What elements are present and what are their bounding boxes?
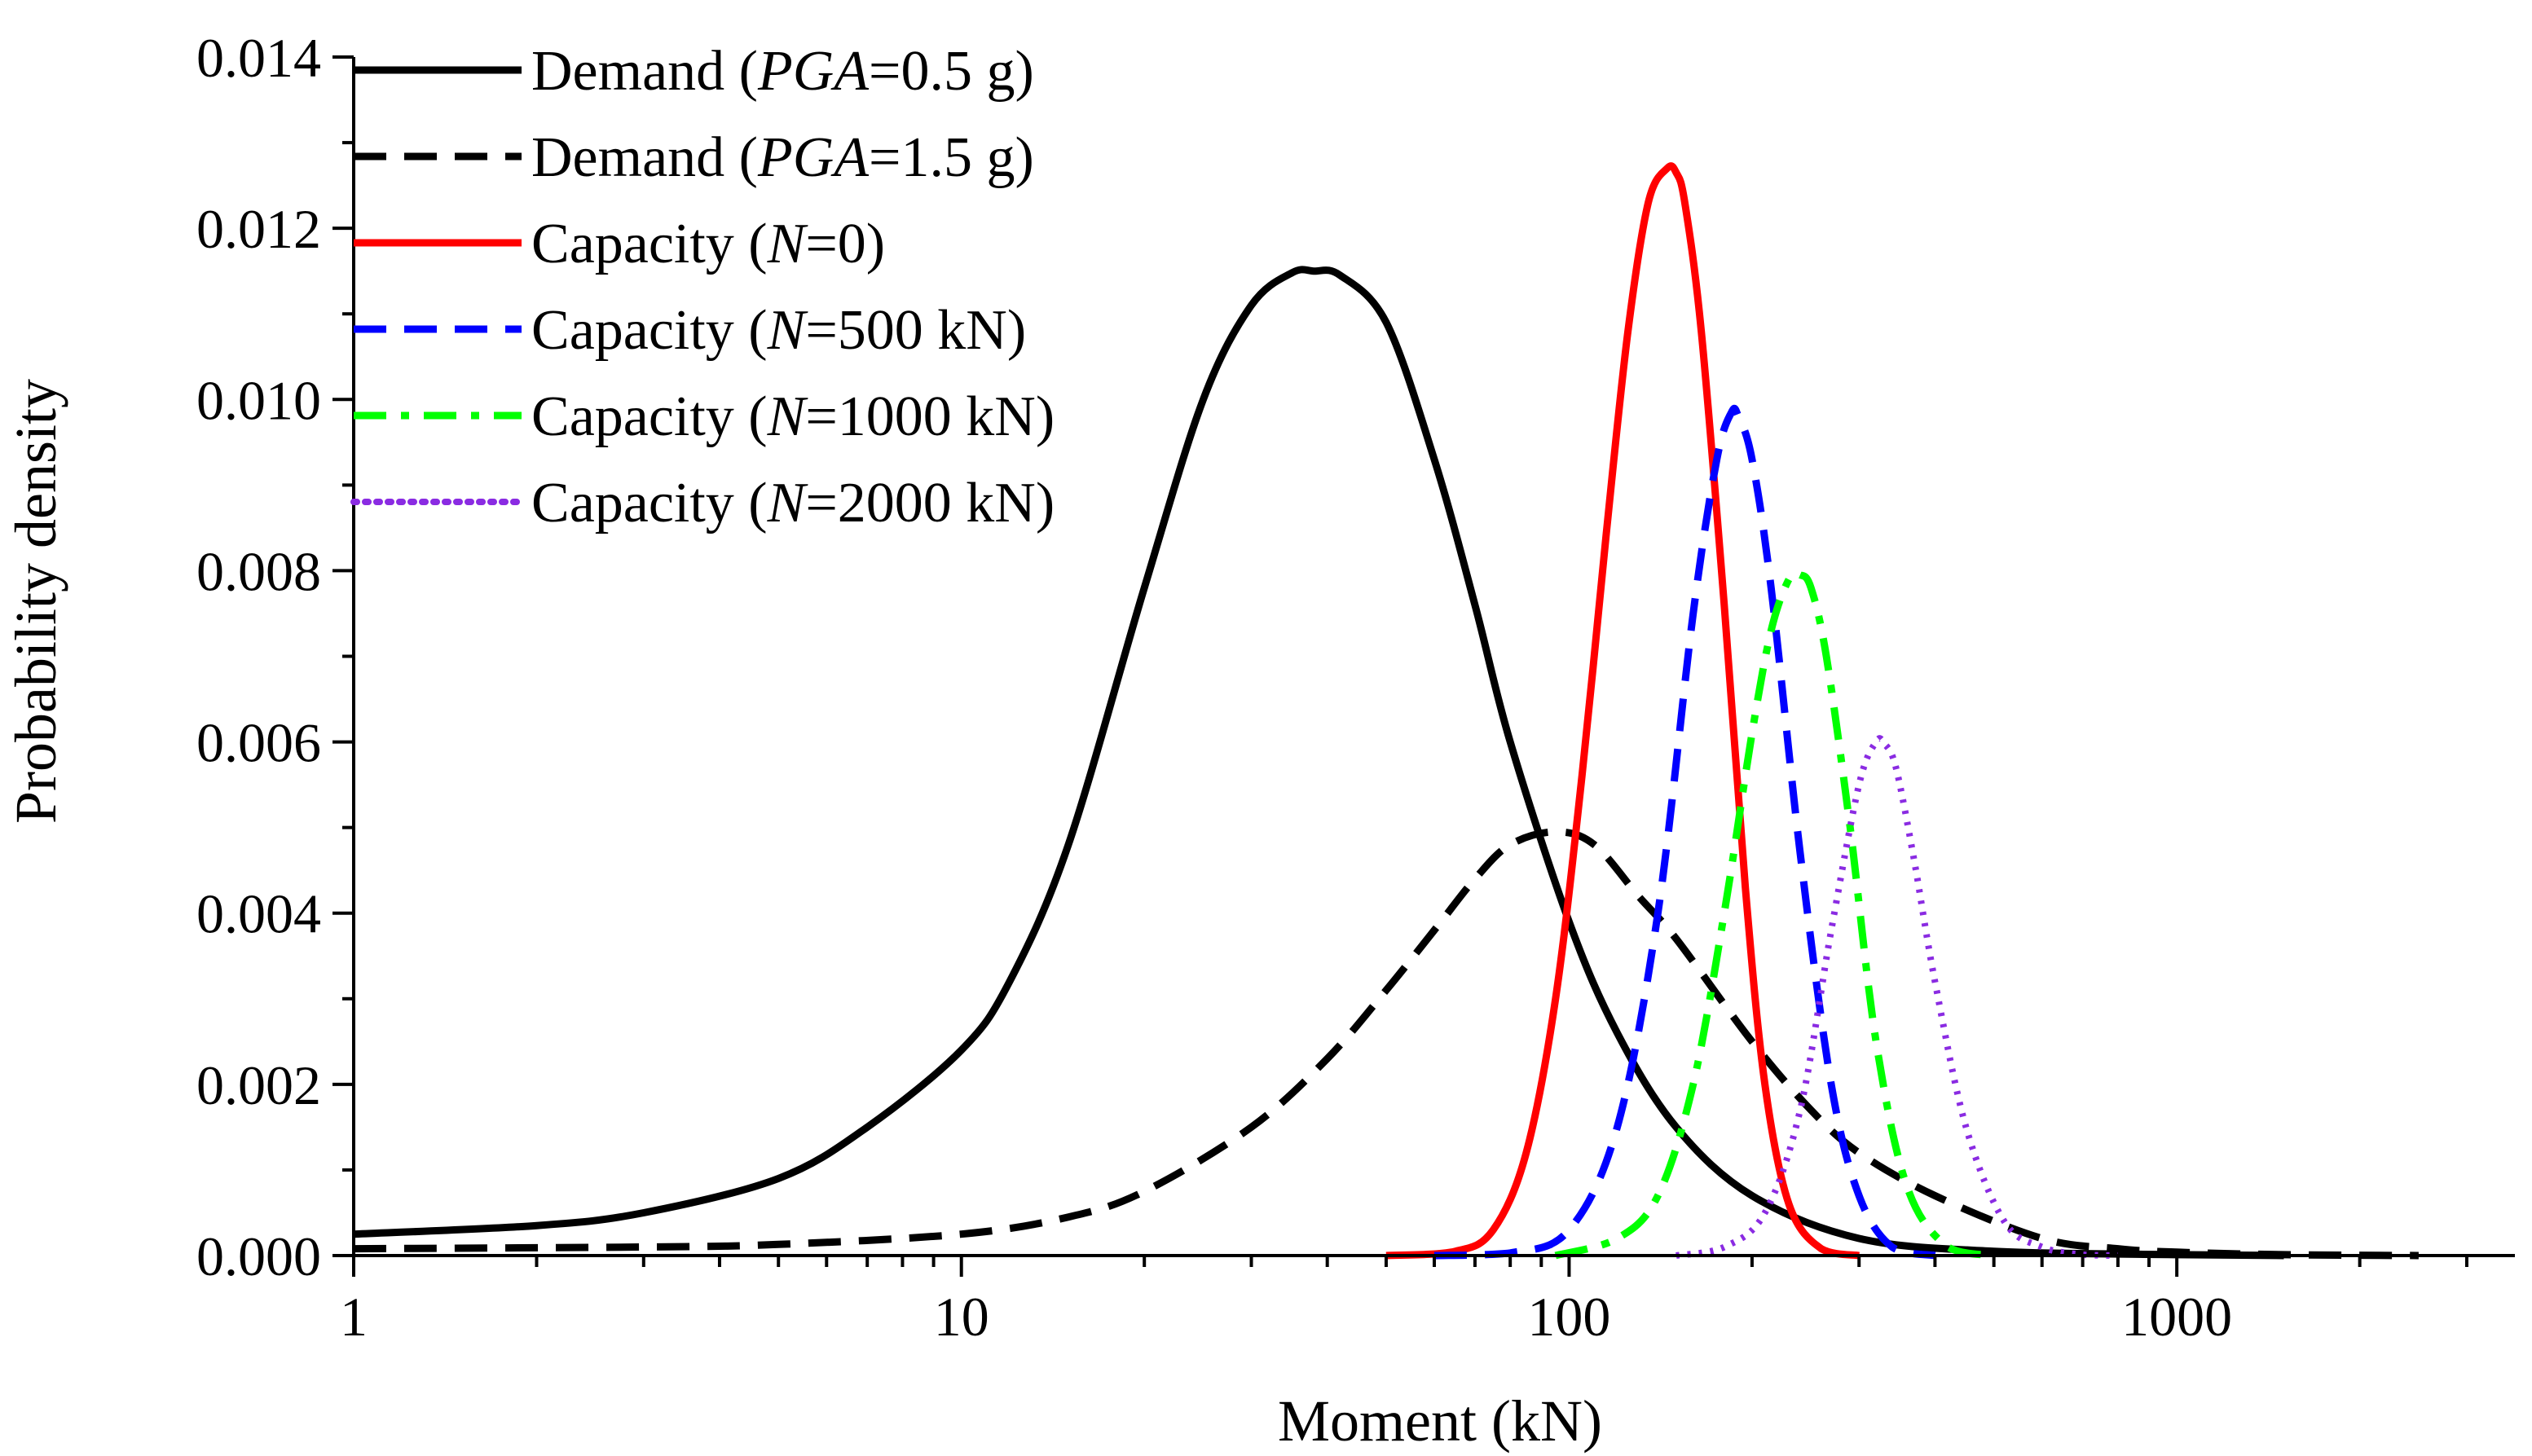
x-tick-label: 1 xyxy=(340,1286,368,1348)
legend-label: Capacity (N=0) xyxy=(531,213,885,275)
y-axis-title: Probability density xyxy=(3,379,68,824)
series-line-6 xyxy=(1676,735,2119,1259)
series-line-4 xyxy=(1433,404,1936,1260)
legend: Demand (PGA=0.5 g) Demand (PGA=1.5 g) Capa… xyxy=(350,40,1055,534)
legend-label: Capacity (N=1000 kN) xyxy=(531,385,1055,448)
legend-label: Demand (PGA=0.5 g) xyxy=(531,40,1034,103)
x-axis-title: Moment (kN) xyxy=(1278,1388,1602,1454)
y-tick-label: 0.000 xyxy=(196,1225,321,1287)
legend-item-5: Capacity (N=1000 kN) xyxy=(354,385,1055,448)
y-tick-label: 0.014 xyxy=(196,27,321,89)
y-tick-label: 0.006 xyxy=(196,712,321,774)
legend-item-2: Demand (PGA=1.5 g) xyxy=(354,126,1034,189)
y-tick-label: 0.008 xyxy=(196,540,321,602)
y-tick-label: 0.012 xyxy=(196,198,321,260)
legend-item-1: Demand (PGA=0.5 g) xyxy=(354,40,1034,103)
y-tick-label: 0.010 xyxy=(196,369,321,431)
series-line-5 xyxy=(1554,569,1995,1260)
series-line-2 xyxy=(353,828,2419,1260)
series-line-1 xyxy=(353,266,2284,1260)
y-tick-label: 0.004 xyxy=(196,883,321,945)
legend-item-4: Capacity (N=500 kN) xyxy=(354,299,1026,362)
x-tick-label: 100 xyxy=(1527,1286,1610,1348)
legend-item-3: Capacity (N=0) xyxy=(354,213,885,275)
legend-label: Demand (PGA=1.5 g) xyxy=(531,126,1034,189)
legend-label: Capacity (N=500 kN) xyxy=(531,299,1026,362)
x-tick-label: 10 xyxy=(934,1286,989,1348)
legend-item-6: Capacity (N=2000 kN) xyxy=(350,472,1055,534)
y-tick-label: 0.002 xyxy=(196,1054,321,1116)
series-layer xyxy=(353,162,2419,1260)
tick-labels: 1 10 100 1000 0.000 0.002 0.004 0.006 0.008 0.010… xyxy=(196,27,2232,1348)
plot-area xyxy=(332,55,2515,1277)
axes-layer xyxy=(332,55,2515,1277)
legend-label: Capacity (N=2000 kN) xyxy=(531,472,1055,534)
x-tick-label: 1000 xyxy=(2121,1286,2232,1348)
series-line-3 xyxy=(1385,162,1860,1260)
